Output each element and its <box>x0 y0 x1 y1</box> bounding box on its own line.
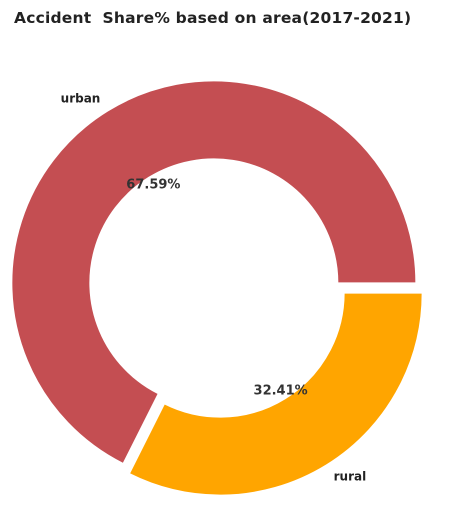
slice-label-urban: urban <box>61 91 101 105</box>
slice-urban <box>11 80 417 465</box>
slice-percent-urban: 67.59% <box>126 177 180 192</box>
chart-title: Accident Share% based on area(2017-2021) <box>14 9 412 27</box>
slice-percent-rural: 32.41% <box>254 384 308 399</box>
slice-label-rural: rural <box>334 470 367 484</box>
slice-rural <box>128 292 423 496</box>
